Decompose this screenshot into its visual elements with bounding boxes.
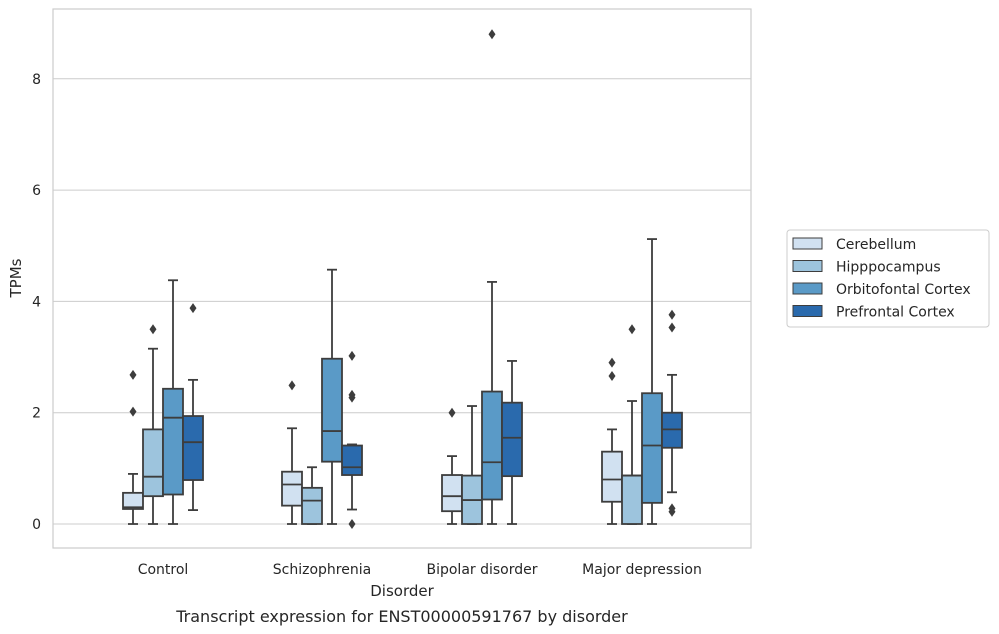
box-3-2	[641, 238, 663, 525]
iqr-box	[301, 486, 323, 525]
box-3-1	[621, 324, 643, 525]
outlier-point	[189, 303, 197, 314]
iqr-box	[641, 392, 663, 504]
box-2-3	[501, 360, 523, 525]
x-axis-title: Disorder	[370, 582, 434, 600]
box-0-3	[182, 303, 204, 511]
chart-caption: Transcript expression for ENST0000059176…	[175, 607, 628, 626]
box-1-2	[321, 268, 343, 525]
y-axis-title: TPMs	[7, 258, 25, 298]
y-tick-label: 6	[32, 183, 41, 199]
outlier-point	[608, 357, 616, 368]
box-2-2	[481, 29, 503, 525]
iqr-box	[341, 444, 363, 476]
iqr-box	[621, 474, 643, 525]
iqr-box	[162, 387, 184, 496]
iqr-box	[441, 474, 463, 513]
outlier-point	[668, 309, 676, 320]
x-tick-label: Control	[138, 562, 189, 578]
box-3-0	[601, 357, 623, 525]
iqr-box	[122, 491, 144, 510]
legend-swatch	[792, 305, 823, 317]
box-2-0	[441, 407, 463, 525]
iqr-box	[142, 428, 164, 498]
legend-label: Hipppocampus	[836, 260, 941, 276]
outlier-point	[129, 369, 137, 380]
outlier-point	[608, 370, 616, 381]
iqr-box	[182, 415, 204, 481]
box-0-2	[162, 279, 184, 525]
x-tick-label: Bipolar disorder	[426, 562, 537, 578]
box-3-3	[661, 309, 683, 517]
iqr-box	[281, 470, 303, 507]
legend: Cerebellum Hipppocampus Orbitofontal Corte…	[786, 229, 990, 328]
outlier-point	[348, 519, 356, 529]
outlier-point	[149, 324, 157, 335]
outlier-point	[628, 324, 636, 335]
box-0-1	[142, 324, 164, 525]
legend-label: Cerebellum	[836, 237, 916, 253]
x-tick-label: Schizophrenia	[273, 562, 371, 578]
x-axis-ticks: Control Schizophrenia Bipolar disorder Majo…	[138, 562, 702, 578]
legend-frame	[786, 229, 990, 328]
x-tick-label: Major depression	[582, 562, 702, 578]
y-tick-label: 0	[32, 517, 41, 533]
boxes	[122, 29, 683, 529]
box-1-1	[301, 466, 323, 525]
legend-label: Orbitofontal Cortex	[836, 282, 971, 298]
box-2-1	[461, 405, 483, 525]
y-tick-label: 8	[32, 72, 41, 88]
legend-swatch	[792, 282, 823, 295]
box-0-0	[122, 369, 144, 525]
legend-swatch	[792, 237, 823, 250]
iqr-box	[501, 401, 523, 478]
iqr-box	[321, 357, 343, 463]
outlier-point	[129, 406, 137, 417]
outlier-point	[668, 322, 676, 333]
outlier-point	[348, 389, 356, 400]
outlier-point	[668, 503, 676, 514]
plot-area-frame	[52, 8, 752, 549]
y-axis-ticks: 0 2 4 6 8	[32, 72, 41, 533]
iqr-box	[481, 390, 503, 501]
outlier-point	[348, 350, 356, 361]
iqr-box	[601, 450, 623, 503]
legend-label: Prefrontal Cortex	[836, 305, 955, 321]
box-1-0	[281, 380, 303, 525]
legend-swatch	[792, 260, 823, 272]
outlier-point	[488, 29, 496, 40]
outlier-point	[448, 407, 456, 418]
box-1-3	[341, 350, 363, 529]
y-tick-label: 2	[32, 406, 41, 422]
outlier-point	[288, 380, 296, 391]
y-tick-label: 4	[32, 294, 41, 310]
